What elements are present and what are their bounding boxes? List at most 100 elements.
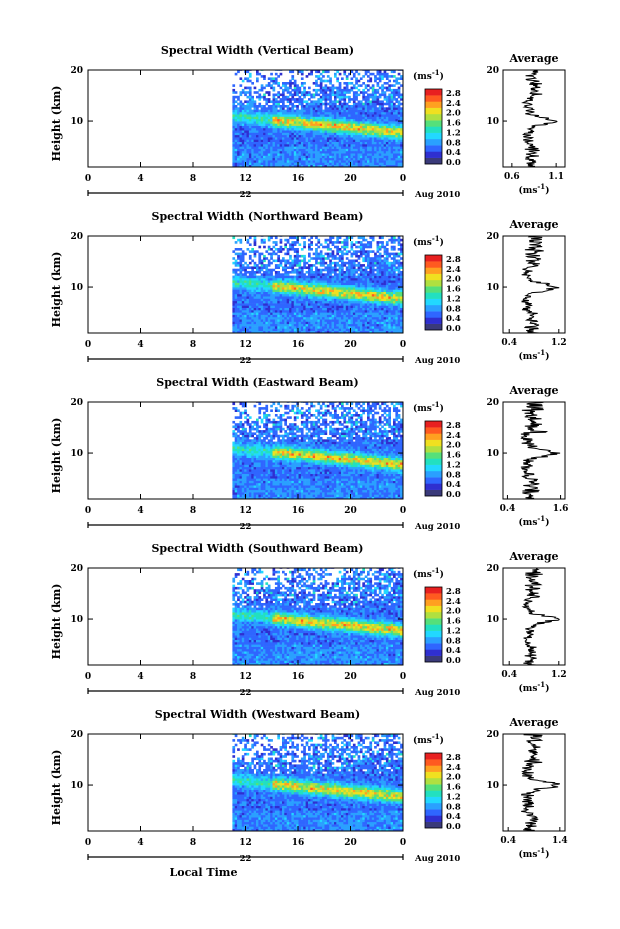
heatmap-cell [329,162,332,165]
heatmap-cell [260,303,264,306]
heatmap-cell [341,157,344,161]
heatmap-cell [310,111,313,115]
heatmap-cell [343,314,347,318]
heatmap-cell [286,241,290,244]
heatmap-cell [371,312,375,315]
heatmap-cell [350,137,354,140]
heatmap-cell [352,298,356,302]
heatmap-cell [334,280,337,283]
heatmap-cell [374,321,377,325]
heatmap-cell [308,238,311,242]
heatmap-cell [324,287,328,290]
heatmap-cell [326,130,330,133]
heatmap-cell [355,291,358,295]
heatmap-cell [350,153,354,156]
heatmap-cell [303,127,306,131]
heatmap-cell [284,155,287,159]
heatmap-cell [352,164,356,168]
colorbar-unit-base: (ms [413,71,432,82]
heatmap-cell [286,282,290,286]
heatmap-cell [376,162,380,165]
heatmap-cell [359,100,363,103]
heatmap-cell [293,277,297,281]
heatmap-cell [371,282,375,286]
heatmap-cell [359,268,363,272]
heatmap-cell [364,109,368,113]
heatmap-cell [263,127,266,131]
heatmap-cell [362,95,365,99]
heatmap-cell [322,326,325,329]
heatmap-cell [359,134,363,138]
heatmap-cell [286,125,290,129]
heatmap-cell [312,137,316,140]
heatmap-cell [348,100,351,103]
heatmap-cell [298,134,302,138]
heatmap-cell [324,275,328,279]
heatmap-cell [326,160,330,163]
heatmap-cell [293,291,297,295]
heatmap-cell [378,137,382,140]
heatmap-cell [393,155,396,159]
heatmap-cell [291,121,295,124]
heatmap-cell [371,323,375,327]
heatmap-cell [279,326,283,329]
heatmap-cell [364,150,368,154]
heatmap-cell [310,141,313,145]
heatmap-cell [319,164,323,168]
heatmap-cell [371,139,375,142]
heatmap-cell [279,307,283,311]
heatmap-cell [258,287,262,290]
heatmap-cell [286,316,290,320]
heatmap-cell [326,314,330,318]
heatmap-cell [253,330,257,334]
heatmap-cell [298,303,302,306]
heatmap-cell [336,95,339,99]
heatmap-cell [282,148,285,152]
heatmap-cell [244,160,247,163]
heatmap-cell [362,287,365,290]
heatmap-cell [282,316,285,320]
heatmap-cell [383,264,387,267]
heatmap-cell [376,250,380,253]
heatmap-cell [256,137,259,140]
heatmap-cell [338,291,342,295]
heatmap-cell [319,328,323,331]
heatmap-cell [390,84,394,87]
heatmap-cell [248,328,252,331]
heatmap-cell [383,284,387,288]
heatmap-cell [305,75,309,78]
heatmap-cell [263,328,266,331]
heatmap-cell [374,100,377,103]
heatmap-cell [239,114,243,117]
heatmap-cell [248,326,252,329]
heatmap-cell [329,289,332,292]
heatmap-cell [289,164,292,168]
heatmap-cell [385,141,389,145]
heatmap-cell [232,296,236,299]
heatmap-cell [284,330,287,334]
heatmap-cell [308,148,311,152]
heatmap-cell [265,307,269,311]
heatmap-cell [237,280,240,283]
heatmap-cell [300,72,304,76]
heatmap-cell [296,277,299,281]
heatmap-cell [315,328,318,331]
heatmap-cell [289,114,292,117]
heatmap-cell [237,155,240,159]
heatmap-cell [232,257,236,260]
heatmap-cell [244,109,247,113]
heatmap-cell [336,280,339,283]
heatmap-cell [286,160,290,163]
heatmap-cell [345,245,349,249]
heatmap-cell [357,245,361,249]
heatmap-cell [305,300,309,304]
heatmap-cell [239,328,243,331]
heatmap-cell [251,121,254,124]
heatmap-cell [256,157,259,161]
heatmap-cell [317,123,321,126]
heatmap-cell [277,248,280,251]
heatmap-cell [305,102,309,106]
heatmap-cell [326,150,330,154]
heatmap-cell [374,123,377,126]
heatmap-cell [284,82,287,85]
